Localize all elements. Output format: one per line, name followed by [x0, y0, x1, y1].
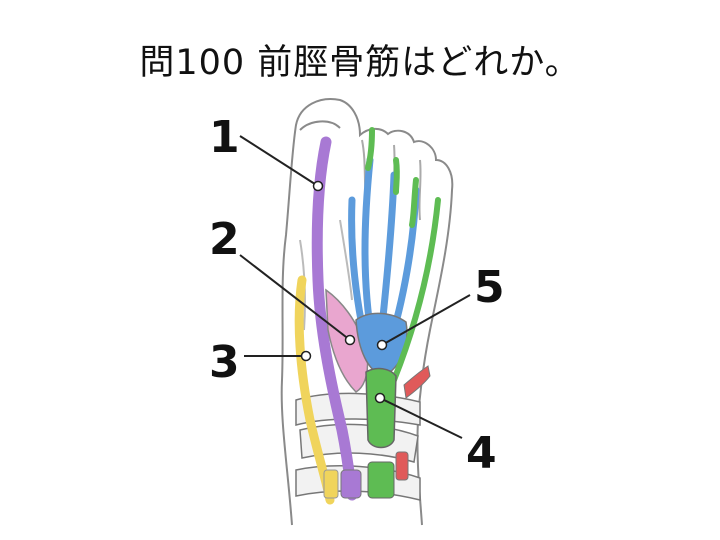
- question-title: 問100 前脛骨筋はどれか。: [139, 43, 581, 83]
- purple-tendon-base: [340, 469, 362, 499]
- label-3: 3: [209, 337, 240, 388]
- red-tendon-base: [395, 451, 409, 481]
- green-muscle: [365, 367, 397, 449]
- red-tendon-upper: [403, 365, 431, 399]
- green-tendon-base: [367, 461, 395, 499]
- label-5: 5: [474, 262, 505, 313]
- yellow-tendon-base: [323, 469, 339, 499]
- label-1: 1: [209, 112, 240, 163]
- label-4: 4: [466, 428, 497, 479]
- label-2: 2: [209, 214, 240, 265]
- leader-lines: [239, 135, 471, 439]
- purple-tendon: [311, 136, 358, 501]
- foot-outline: [280, 98, 454, 526]
- green-tendons: [365, 127, 441, 383]
- marker-dots: [300, 180, 388, 404]
